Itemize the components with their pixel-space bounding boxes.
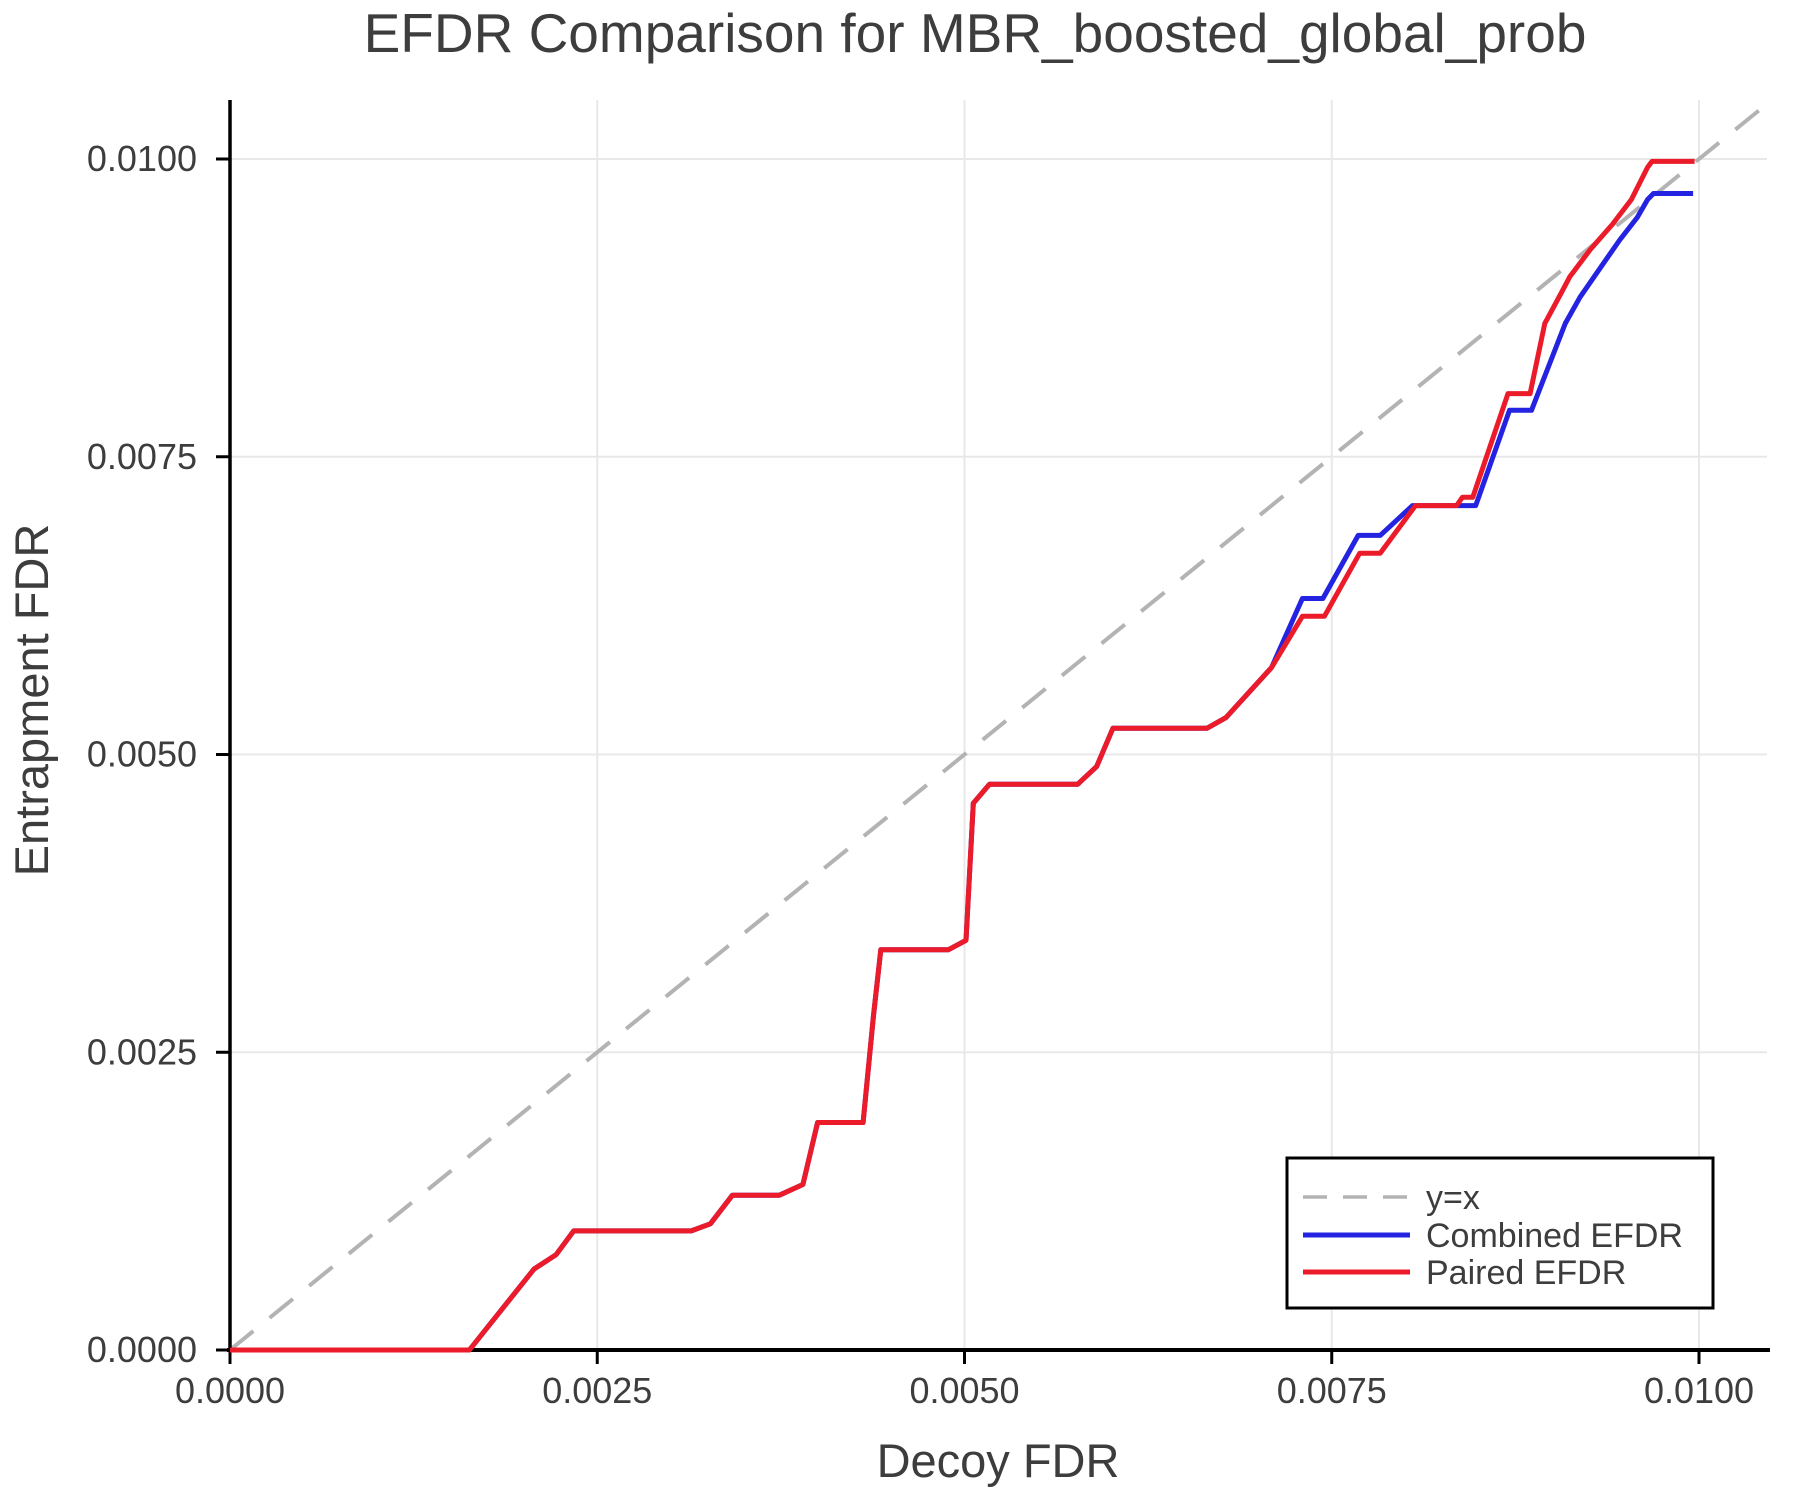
y-tick-label: 0.0050 xyxy=(87,734,197,775)
series-line-paired-efdr xyxy=(230,158,1695,1353)
x-tick-label: 0.0050 xyxy=(909,1370,1019,1411)
x-tick-label: 0.0100 xyxy=(1644,1370,1754,1411)
x-tick-label: 0.0000 xyxy=(175,1370,285,1411)
legend-label-paired-efdr: Paired EFDR xyxy=(1426,1254,1626,1292)
x-axis-label: Decoy FDR xyxy=(877,1434,1120,1487)
y-equals-x-reference-line xyxy=(228,102,1769,1352)
y-tick-label: 0.0100 xyxy=(87,138,197,179)
y-tick-label: 0.0025 xyxy=(87,1031,197,1072)
x-tick-label: 0.0025 xyxy=(542,1370,652,1411)
y-axis-label: Entrapment FDR xyxy=(5,524,58,877)
legend-entry-combined-efdr: Combined EFDR xyxy=(1303,1217,1683,1255)
legend-entry-paired-efdr: Paired EFDR xyxy=(1303,1254,1626,1292)
y-tick-label: 0.0000 xyxy=(87,1329,197,1370)
data-series-lines xyxy=(230,158,1695,1353)
legend: y=x Combined EFDR Paired EFDR xyxy=(1285,1156,1715,1310)
tick-labels: 0.0000 0.0025 0.0050 0.0075 0.0100 0.0000 0.00… xyxy=(87,138,1754,1411)
series-line-y-x xyxy=(228,102,1769,1352)
legend-label-combined-efdr: Combined EFDR xyxy=(1426,1217,1683,1255)
chart-title: EFDR Comparison for MBR_boosted_global_p… xyxy=(364,2,1587,64)
legend-entry-yx: y=x xyxy=(1303,1179,1480,1217)
legend-label-yx: y=x xyxy=(1426,1179,1480,1217)
x-tick-label: 0.0075 xyxy=(1277,1370,1387,1411)
y-tick-label: 0.0075 xyxy=(87,436,197,477)
gridlines xyxy=(230,100,1767,1350)
